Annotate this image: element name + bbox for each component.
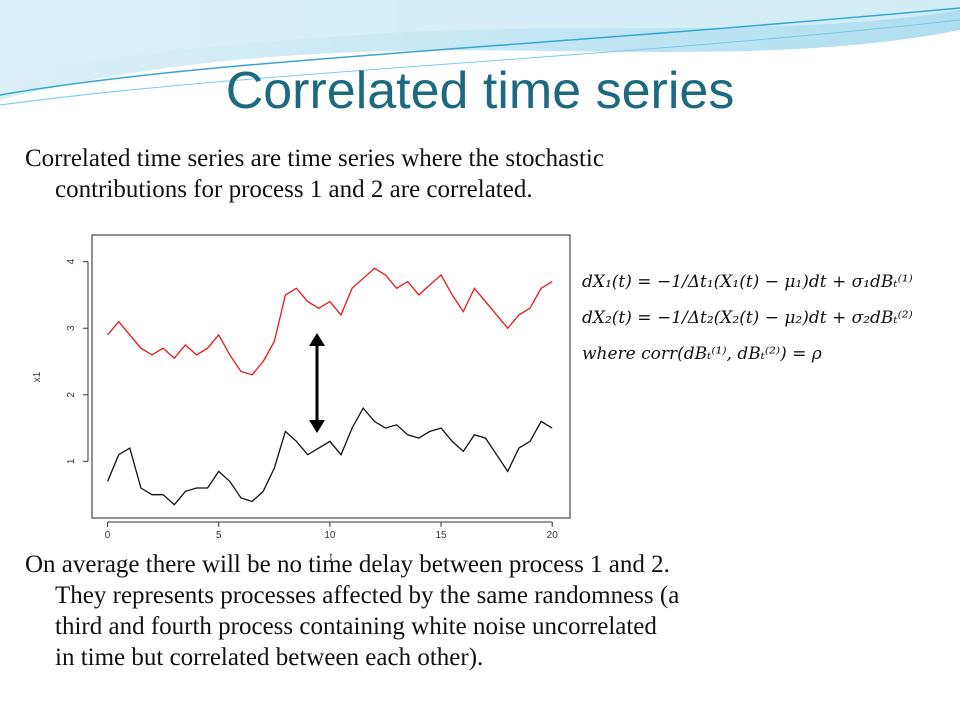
y-tick-label: 4 <box>66 258 77 264</box>
paragraph-line: third and fourth process containing whit… <box>55 613 657 640</box>
slide-title: Correlated time series <box>226 62 735 120</box>
plot-box <box>91 234 571 519</box>
paragraph-line: contributions for process 1 and 2 are co… <box>55 176 533 203</box>
y-tick-label: 1 <box>66 458 77 464</box>
paragraph-line: in time but correlated between each othe… <box>55 644 483 671</box>
x-tick-label: 0 <box>105 530 111 541</box>
paragraph-line: On average there will be no time delay b… <box>25 551 670 578</box>
paragraph-line: Correlated time series are time series w… <box>25 145 604 172</box>
chart: 0 5 10 15 20 1 2 3 4 x1 t <box>32 234 571 563</box>
y-tick-label: 3 <box>66 325 77 331</box>
x-tick-label: 20 <box>547 530 559 541</box>
y-axis-label: x1 <box>32 371 43 382</box>
equation: where corr(dBₜ⁽¹⁾, dBₜ⁽²⁾) = ρ <box>582 344 822 364</box>
paragraph-line: They represents processes affected by th… <box>55 582 679 609</box>
x-tick-label: 5 <box>216 530 222 541</box>
y-tick-label: 2 <box>66 392 77 398</box>
equation: dX₂(t) = −1/Δt₂(X₂(t) − μ₂)dt + σ₂dBₜ⁽²⁾ <box>582 308 913 328</box>
equation: dX₁(t) = −1/Δt₁(X₁(t) − μ₁)dt + σ₁dBₜ⁽¹⁾ <box>582 272 913 292</box>
x-axis-label: t <box>330 552 333 563</box>
series-line <box>106 406 553 506</box>
series-line <box>107 267 553 376</box>
header-waves <box>0 0 960 106</box>
double-arrow <box>309 333 325 433</box>
x-tick-label: 15 <box>435 530 447 541</box>
x-tick-label: 10 <box>324 530 336 541</box>
